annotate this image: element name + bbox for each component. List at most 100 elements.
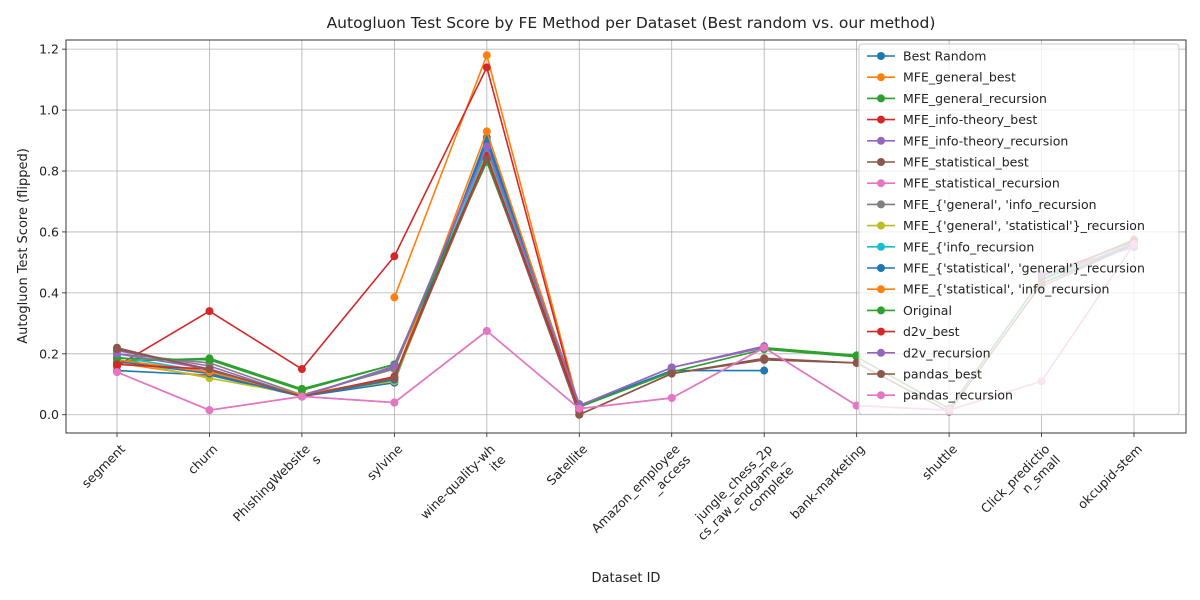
legend-entry: Best Random [867,49,986,64]
legend-marker [877,94,885,103]
legend-label: MFE_statistical_best [903,155,1029,170]
legend-label: MFE_general_recursion [903,91,1047,106]
legend-marker [877,179,885,188]
data-point [482,51,491,60]
legend: Best Random MFE_general_best MFE_general_r… [858,43,1180,415]
data-point [482,154,491,163]
data-point [667,363,676,372]
legend-label: MFE_info-theory_recursion [903,133,1068,148]
data-point [390,252,399,261]
x-tick-label: Amazon_employee [588,441,683,536]
data-point [113,360,121,369]
legend-entry: MFE_statistical_recursion [867,176,1060,191]
legend-marker [877,285,885,294]
legend-marker [877,136,885,145]
legend-entry: d2v_best [867,324,960,339]
legend-entry: MFE_{'general', 'info_recursion [867,197,1097,212]
legend-entry: MFE_info-theory_best [867,112,1037,127]
x-tick-label: PhishingWebsite [230,441,313,524]
series-line [116,128,581,409]
data-point [667,393,676,402]
plot-frame [65,39,1187,434]
legend-entry: MFE_statistical_best [867,155,1029,170]
legend-marker [877,391,885,400]
legend-marker [877,158,885,166]
legend-label: MFE_statistical_recursion [903,176,1060,191]
x-tick-label-group: sylvine [364,441,406,483]
data-point [482,63,491,72]
legend-marker [877,73,885,82]
data-point [575,410,584,419]
data-point [390,374,399,383]
legend-box [858,43,1180,415]
legend-marker [877,348,885,357]
data-point [760,343,769,352]
data-point [205,406,214,415]
legend-marker [877,242,885,251]
x-tick-label-group: segment [79,441,128,490]
legend-label: pandas_best [903,367,982,382]
legend-label: MFE_info-theory_best [903,112,1037,127]
data-point [297,365,306,374]
legend-entry: MFE_{'info_recursion [867,239,1034,254]
legend-label: Original [903,303,952,318]
legend-label: MFE_{'statistical', 'general'}_recursion [903,261,1145,276]
data-point [760,355,769,364]
data-point [205,355,214,364]
data-point [113,345,121,354]
y-tick-label: 0.4 [39,285,59,300]
x-tick-label: wine-quality-wh [417,441,498,522]
legend-marker [877,327,885,336]
legend-marker [877,370,885,378]
legend-entry: pandas_best [867,367,982,382]
x-tick-label-group: shuttle [919,441,960,482]
x-tick-label: churn [185,441,221,477]
legend-label: MFE_{'statistical', 'info_recursion [903,282,1109,297]
y-tick-label: 0.0 [39,407,59,422]
series-line [116,153,581,411]
legend-entry: MFE_{'general', 'statistical'}_recursion [867,218,1145,233]
y-tick-label: 1.0 [39,103,59,118]
legend-entry: pandas_recursion [867,388,1013,403]
legend-entry: MFE_general_recursion [867,91,1047,106]
x-tick-label: bank-marketing [787,441,868,522]
legend-label: Best Random [903,49,986,64]
y-tick-label: 0.6 [39,224,59,239]
data-point [482,326,491,335]
legend-entry: MFE_{'statistical', 'general'}_recursion [867,261,1145,276]
x-tick-label: Satellite [543,441,590,488]
x-tick-label: segment [79,441,128,490]
data-point [760,366,769,375]
x-axis-title: Dataset ID [592,571,661,586]
x-tick-label: okcupid-stem [1074,441,1145,512]
legend-marker [877,306,885,315]
legend-marker [877,264,885,272]
series-10 [113,136,584,412]
data-point [297,392,306,401]
legend-label: d2v_best [903,324,960,339]
legend-marker [877,221,885,230]
y-tick-label: 1.2 [39,42,59,57]
legend-label: MFE_{'general', 'info_recursion [903,197,1097,212]
data-point [667,369,676,378]
x-tick-label-group: Satellite [543,441,590,488]
series-line [116,65,581,412]
x-tick-label-group: churn [185,441,221,477]
legend-entry: d2v_recursion [867,345,991,360]
x-tick-label-group: Amazon_employee_access [588,441,693,536]
data-point [482,142,491,151]
legend-marker [877,115,885,124]
data-point [575,404,584,413]
x-tick-label-group: bank-marketing [787,441,868,522]
legend-label: pandas_recursion [903,388,1013,403]
data-point [205,307,214,316]
x-tick-label: sylvine [364,441,406,483]
x-tick-label: shuttle [919,441,960,482]
legend-entry: Original [867,303,952,318]
y-tick-label: 0.8 [39,164,59,179]
y-axis-title: Autogluon Test Score (flipped) [16,148,31,344]
